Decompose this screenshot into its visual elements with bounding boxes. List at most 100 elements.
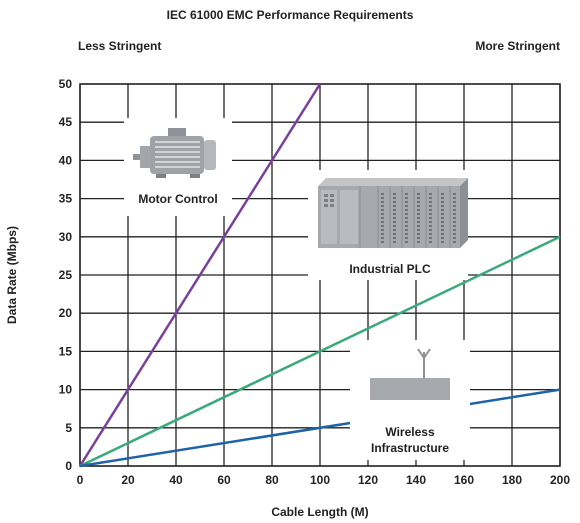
- x-tick-label: 20: [121, 473, 135, 487]
- plc-terminal: [393, 201, 396, 203]
- x-tick-label: 200: [550, 473, 570, 487]
- y-tick-label: 30: [59, 230, 73, 244]
- plc-terminal: [381, 193, 384, 195]
- plc-terminal: [417, 201, 420, 203]
- plc-terminal: [429, 217, 432, 219]
- y-tick-label: 20: [59, 306, 73, 320]
- y-tick-label: 45: [59, 115, 73, 129]
- plc-terminal: [441, 201, 444, 203]
- plc-terminal: [405, 193, 408, 195]
- plc-terminal: [417, 209, 420, 211]
- y-tick-label: 15: [59, 344, 73, 358]
- plc-terminal: [405, 241, 408, 243]
- plc-terminal: [441, 229, 444, 231]
- plc-terminal: [393, 209, 396, 211]
- motor-icon: [133, 128, 216, 178]
- industrial-plc-annotation: Industrial PLC: [308, 170, 468, 280]
- plc-terminal: [417, 205, 420, 207]
- plc-terminal: [393, 193, 396, 195]
- plc-terminal: [381, 209, 384, 211]
- plc-terminal: [405, 217, 408, 219]
- plc-terminal: [441, 193, 444, 195]
- plc-terminal: [381, 221, 384, 223]
- plc-terminal: [441, 241, 444, 243]
- plc-icon: [318, 178, 468, 248]
- plc-terminal: [429, 205, 432, 207]
- motor-control-label: Motor Control: [138, 192, 217, 206]
- plc-terminal: [441, 237, 444, 239]
- plc-terminal: [441, 221, 444, 223]
- plc-terminal: [405, 197, 408, 199]
- x-tick-label: 60: [217, 473, 231, 487]
- plc-terminal: [417, 229, 420, 231]
- plc-terminal: [405, 221, 408, 223]
- x-tick-label: 100: [310, 473, 330, 487]
- plc-terminal: [429, 213, 432, 215]
- series-layer: [78, 83, 561, 468]
- series-line-3: [79, 388, 561, 468]
- plc-terminal: [381, 213, 384, 215]
- series-line-2: [79, 235, 561, 468]
- y-tick-label: 40: [59, 153, 73, 167]
- plc-terminal: [429, 193, 432, 195]
- plc-terminal: [429, 237, 432, 239]
- plc-terminal: [405, 237, 408, 239]
- plc-terminal: [453, 233, 456, 235]
- plc-terminal: [405, 213, 408, 215]
- plc-terminal: [441, 213, 444, 215]
- plc-terminal: [441, 197, 444, 199]
- plc-terminal: [393, 233, 396, 235]
- plc-terminal: [441, 233, 444, 235]
- plc-terminal: [453, 241, 456, 243]
- x-tick-label: 120: [358, 473, 378, 487]
- plc-terminal: [453, 197, 456, 199]
- plc-terminal: [453, 213, 456, 215]
- plc-terminal: [417, 241, 420, 243]
- series-line-1: [78, 83, 322, 467]
- motor-control-annotation: Motor Control: [124, 118, 232, 216]
- plc-terminal: [393, 205, 396, 207]
- x-tick-label: 180: [502, 473, 522, 487]
- y-tick-labels: 0 5 10 15 20 25 30 35 40 45 50: [59, 77, 73, 473]
- plc-terminal: [453, 225, 456, 227]
- plc-terminal: [453, 209, 456, 211]
- plc-terminal: [429, 221, 432, 223]
- plc-terminal: [441, 217, 444, 219]
- chart-title: IEC 61000 EMC Performance Requirements: [166, 8, 414, 22]
- plc-terminal: [393, 229, 396, 231]
- plc-terminal: [453, 201, 456, 203]
- x-axis-title: Cable Length (M): [271, 505, 368, 519]
- plc-terminal: [417, 197, 420, 199]
- plc-terminal: [393, 213, 396, 215]
- x-tick-label: 80: [265, 473, 279, 487]
- plc-terminal: [429, 233, 432, 235]
- plc-terminal: [417, 225, 420, 227]
- wireless-label-line1: Wireless: [385, 425, 435, 439]
- plc-terminal: [453, 205, 456, 207]
- plc-terminal: [381, 241, 384, 243]
- plc-terminal: [393, 217, 396, 219]
- plc-terminal: [453, 221, 456, 223]
- industrial-plc-label: Industrial PLC: [349, 262, 431, 276]
- more-stringent-label: More Stringent: [475, 39, 560, 53]
- plc-terminal: [405, 201, 408, 203]
- plc-terminal: [441, 205, 444, 207]
- plc-terminal: [441, 209, 444, 211]
- plc-terminal: [381, 217, 384, 219]
- plc-terminal: [417, 233, 420, 235]
- plc-terminal: [453, 217, 456, 219]
- y-tick-label: 50: [59, 77, 73, 91]
- less-stringent-label: Less Stringent: [78, 39, 162, 53]
- plc-terminal: [393, 225, 396, 227]
- plc-terminal: [381, 233, 384, 235]
- plc-terminal: [381, 205, 384, 207]
- y-tick-label: 25: [59, 268, 73, 282]
- plc-terminal: [405, 209, 408, 211]
- plc-terminal: [381, 229, 384, 231]
- y-tick-label: 5: [65, 421, 72, 435]
- wireless-infrastructure-annotation: Wireless Infrastructure: [350, 340, 470, 460]
- wireless-label-line2: Infrastructure: [371, 441, 449, 455]
- antenna-icon: [370, 348, 450, 400]
- plc-terminal: [381, 225, 384, 227]
